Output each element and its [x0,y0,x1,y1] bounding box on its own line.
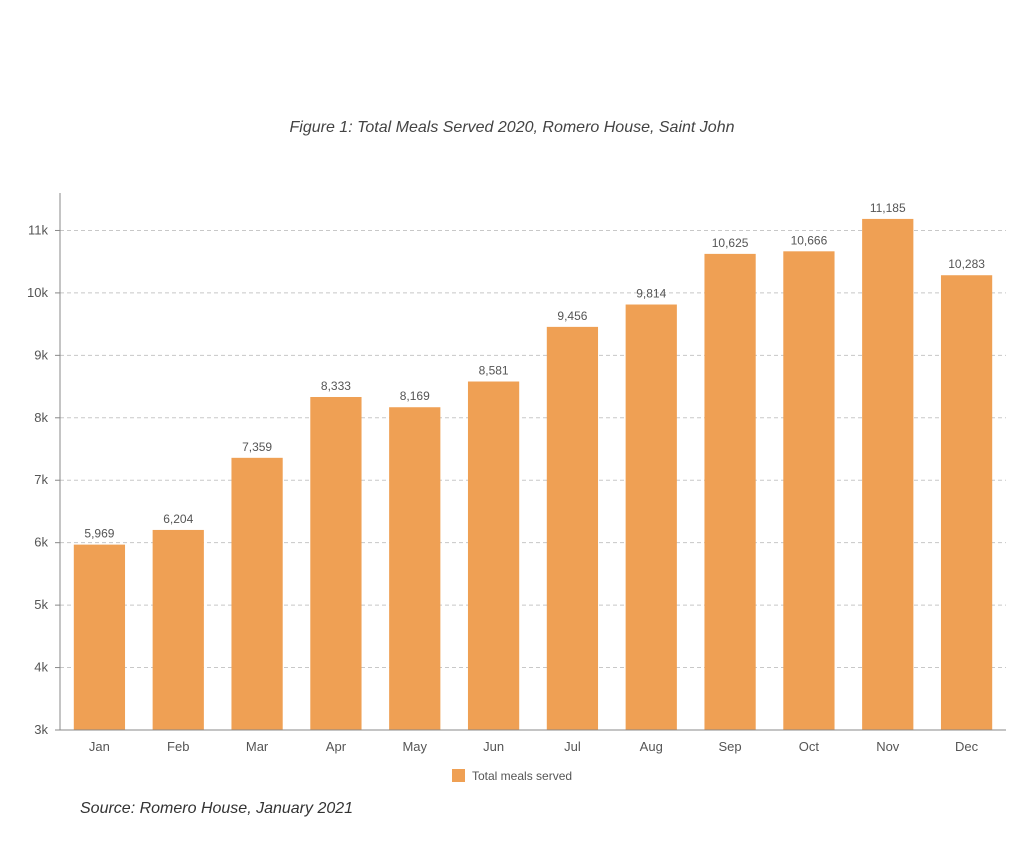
data-label: 10,625 [712,236,749,250]
data-label: 8,333 [321,379,351,393]
bar [625,304,677,730]
data-label: 10,666 [791,233,828,247]
data-label: 11,185 [870,201,906,215]
data-label: 10,283 [948,257,985,271]
x-tick-label: Feb [167,739,189,754]
data-label: 6,204 [163,512,193,526]
data-label: 9,456 [557,309,587,323]
bar [704,253,756,731]
bar [862,218,914,730]
grid-lines [60,229,1006,669]
x-tick-label: Aug [640,739,663,754]
y-tick-label: 7k [34,472,48,487]
bar [467,381,520,730]
x-tick-label: Sep [719,739,742,754]
x-tick-label: Jan [89,739,110,754]
x-tick-label: Apr [326,739,347,754]
chart-title: Figure 1: Total Meals Served 2020, Romer… [289,119,735,136]
y-tick-label: 4k [34,660,48,675]
data-label: 7,359 [242,440,272,454]
y-tick-label: 10k [27,285,48,300]
y-tick-label: 3k [34,722,48,737]
data-label: 9,814 [636,287,666,301]
x-tick-label: May [402,739,427,754]
x-tick-label: Mar [246,739,269,754]
bar [73,544,126,730]
x-tick-label: Jul [564,739,581,754]
bar [310,396,362,730]
data-label: 8,581 [479,364,509,378]
data-labels: 5,969 6,204 7,359 8,333 8,169 8,581 9,456 9,814… [84,201,985,541]
y-tick-label: 11k [28,222,48,237]
bar [940,275,993,730]
legend-swatch [452,769,465,782]
legend: Total meals served [452,769,572,783]
x-tick-label: Nov [876,739,900,754]
y-tick-label: 8k [34,410,48,425]
bar [783,251,835,731]
bars [73,218,993,731]
bar [152,529,204,730]
data-label: 8,169 [400,389,430,403]
bar [389,407,441,730]
legend-label: Total meals served [472,769,572,783]
x-tick-label: Dec [955,739,979,754]
bar [546,326,599,730]
y-tick-label: 6k [34,535,48,550]
bar [231,457,283,730]
y-tick-label: 9k [34,347,48,362]
x-tick-label: Oct [799,739,820,754]
axes: 3k 4k 5k 6k 7k 8k 9k 10k 11k Jan Feb Mar Apr May Jun Ju… [27,193,1006,754]
data-label: 5,969 [84,527,114,541]
y-tick-label: 5k [34,597,48,612]
x-tick-label: Jun [483,739,504,754]
source-note: Source: Romero House, January 2021 [80,800,354,817]
